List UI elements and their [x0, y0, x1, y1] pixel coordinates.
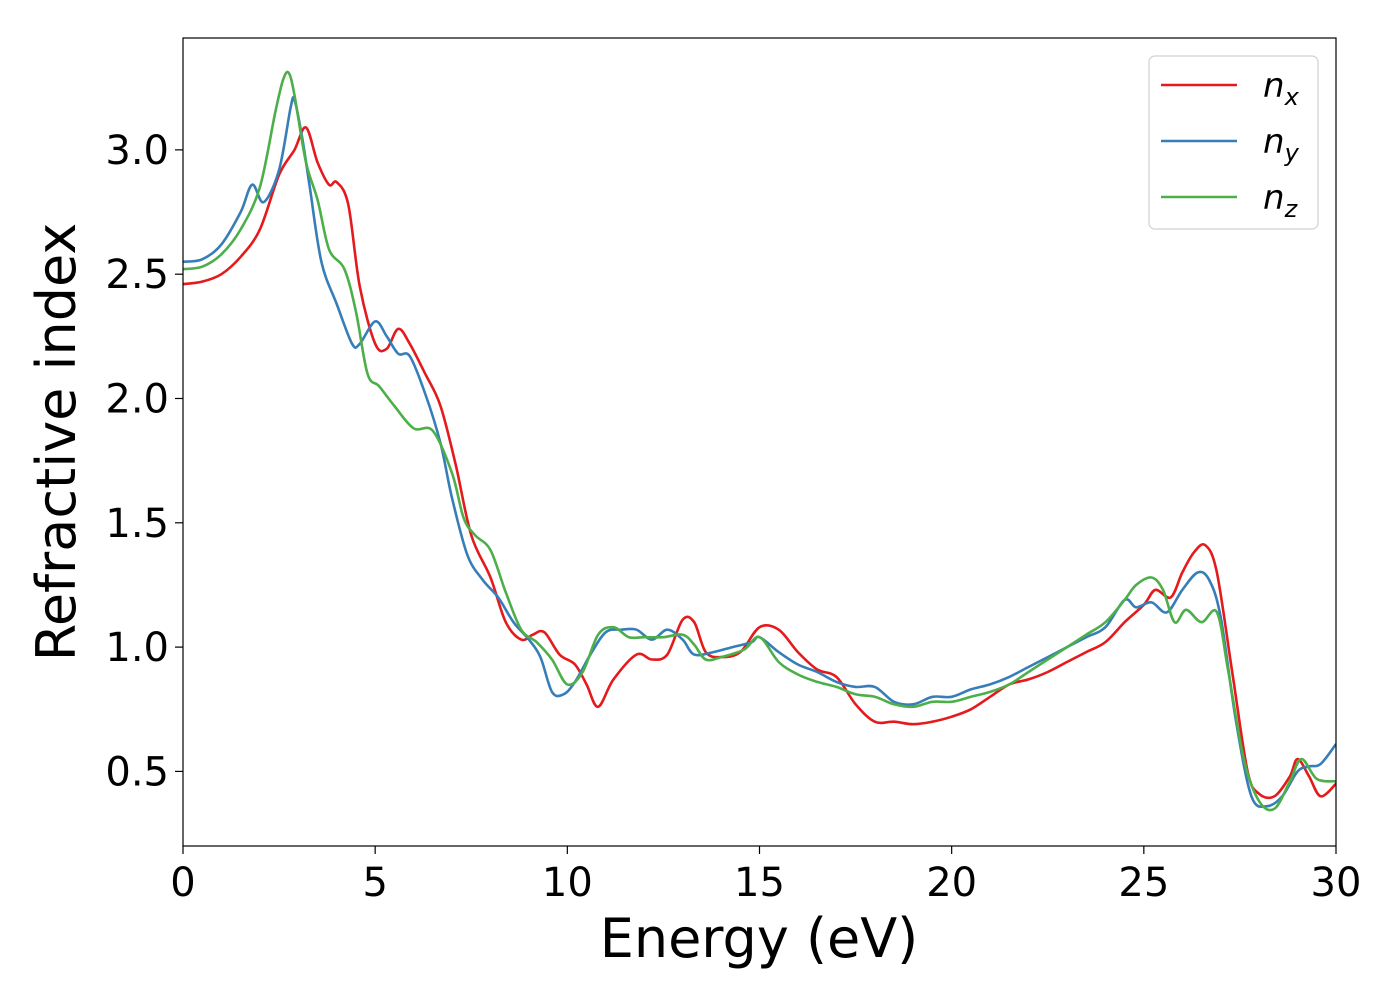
- x-tick-label: 10: [542, 860, 593, 906]
- legend-box: [1148, 55, 1319, 230]
- series-line-y: [183, 95, 1336, 809]
- y-tick-label: 1.0: [105, 625, 169, 671]
- series-line-z: [183, 70, 1336, 812]
- x-tick-label: 20: [926, 860, 977, 906]
- x-axis: 0 5 10 15 20 25 30: [170, 846, 1361, 906]
- x-tick-label: 30: [1311, 860, 1362, 906]
- y-tick-label: 0.5: [105, 749, 169, 795]
- y-axis: 0.5 1.0 1.5 2.0 2.5 3.0: [105, 128, 183, 795]
- x-axis-label: Energy (eV): [600, 907, 919, 970]
- series-layer: [183, 70, 1336, 812]
- y-tick-label: 3.0: [105, 128, 169, 174]
- y-tick-label: 1.5: [105, 501, 169, 547]
- y-tick-label: 2.0: [105, 376, 169, 422]
- x-tick-label: 0: [170, 860, 195, 906]
- x-tick-label: 5: [362, 860, 387, 906]
- x-tick-label: 15: [734, 860, 785, 906]
- y-tick-label: 2.5: [105, 252, 169, 298]
- x-tick-label: 25: [1118, 860, 1169, 906]
- y-axis-label: Refractive index: [25, 223, 88, 662]
